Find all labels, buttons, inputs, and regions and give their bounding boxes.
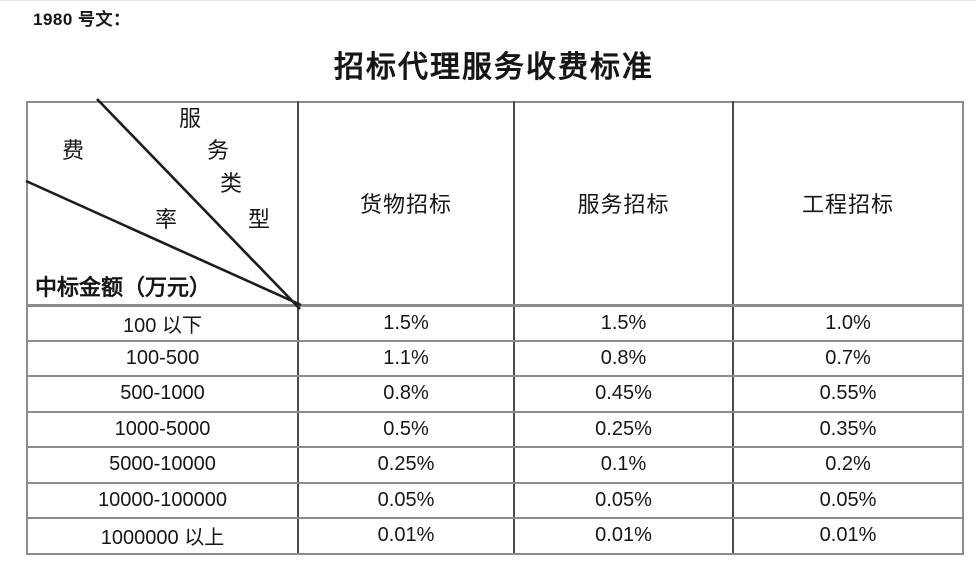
table-row: 100-500 1.1% 0.8% 0.7% xyxy=(26,339,964,377)
table-row: 5000-10000 0.25% 0.1% 0.2% xyxy=(26,446,964,484)
column-header-services: 服务招标 xyxy=(513,101,734,307)
corner-axis-char: 服 xyxy=(179,106,202,131)
table-row: 10000-100000 0.05% 0.05% 0.05% xyxy=(26,481,964,519)
amount-range-cell: 100 以下 xyxy=(26,304,299,342)
rate-cell: 0.8% xyxy=(513,339,734,377)
corner-rate-char: 率 xyxy=(155,207,178,232)
column-header-goods: 货物招标 xyxy=(297,101,515,307)
column-header-works: 工程招标 xyxy=(732,101,964,307)
rate-cell: 1.5% xyxy=(513,304,734,342)
amount-range-cell: 10000-100000 xyxy=(26,481,299,519)
rate-cell: 0.01% xyxy=(732,517,964,555)
page-edge-line xyxy=(0,0,976,1)
corner-axis-char: 型 xyxy=(248,207,271,232)
rate-cell: 0.7% xyxy=(732,339,964,377)
rate-cell: 0.25% xyxy=(513,410,734,448)
rate-cell: 1.5% xyxy=(297,304,515,342)
rate-cell: 1.1% xyxy=(297,339,515,377)
rate-cell: 0.8% xyxy=(297,375,515,413)
rate-cell: 0.55% xyxy=(732,375,964,413)
doc-ref-label: 1980 号文： xyxy=(33,10,131,29)
amount-range-cell: 500-1000 xyxy=(26,375,299,413)
table-row: 500-1000 0.8% 0.45% 0.55% xyxy=(26,375,964,413)
amount-range-cell: 1000000 以上 xyxy=(26,517,299,555)
amount-range-cell: 1000-5000 xyxy=(26,410,299,448)
rate-cell: 0.25% xyxy=(297,446,515,484)
diagonal-header-cell: 服 务 类 型 费 率 中标金额（万元） xyxy=(25,98,302,310)
page-title: 招标代理服务收费标准 xyxy=(334,51,654,84)
amount-range-cell: 100-500 xyxy=(26,339,299,377)
table-header-row: 服 务 类 型 费 率 中标金额（万元） 货物招标 服务招标 工程招标 xyxy=(25,98,964,310)
rate-cell: 0.01% xyxy=(513,517,734,555)
corner-rate-char: 费 xyxy=(62,138,85,163)
rate-cell: 0.2% xyxy=(732,446,964,484)
rate-cell: 0.05% xyxy=(297,481,515,519)
rate-cell: 0.01% xyxy=(297,517,515,555)
rate-cell: 0.05% xyxy=(513,481,734,519)
table-row: 1000-5000 0.5% 0.25% 0.35% xyxy=(26,410,964,448)
table-row: 1000000 以上 0.01% 0.01% 0.01% xyxy=(26,517,964,555)
corner-amount-label: 中标金额（万元） xyxy=(35,275,212,300)
corner-axis-char: 务 xyxy=(207,138,230,163)
rate-cell: 1.0% xyxy=(732,304,964,342)
amount-range-cell: 5000-10000 xyxy=(26,446,299,484)
rate-cell: 0.1% xyxy=(513,446,734,484)
rate-cell: 0.5% xyxy=(297,410,515,448)
table-row: 100 以下 1.5% 1.5% 1.0% xyxy=(26,304,964,342)
rate-cell: 0.35% xyxy=(732,410,964,448)
fee-table: 服 务 类 型 费 率 中标金额（万元） 货物招标 服务招标 工程招标 100 … xyxy=(25,98,964,555)
rate-cell: 0.05% xyxy=(732,481,964,519)
rate-cell: 0.45% xyxy=(513,375,734,413)
corner-axis-char: 类 xyxy=(220,171,243,196)
diagonal-lines-icon xyxy=(25,98,302,310)
